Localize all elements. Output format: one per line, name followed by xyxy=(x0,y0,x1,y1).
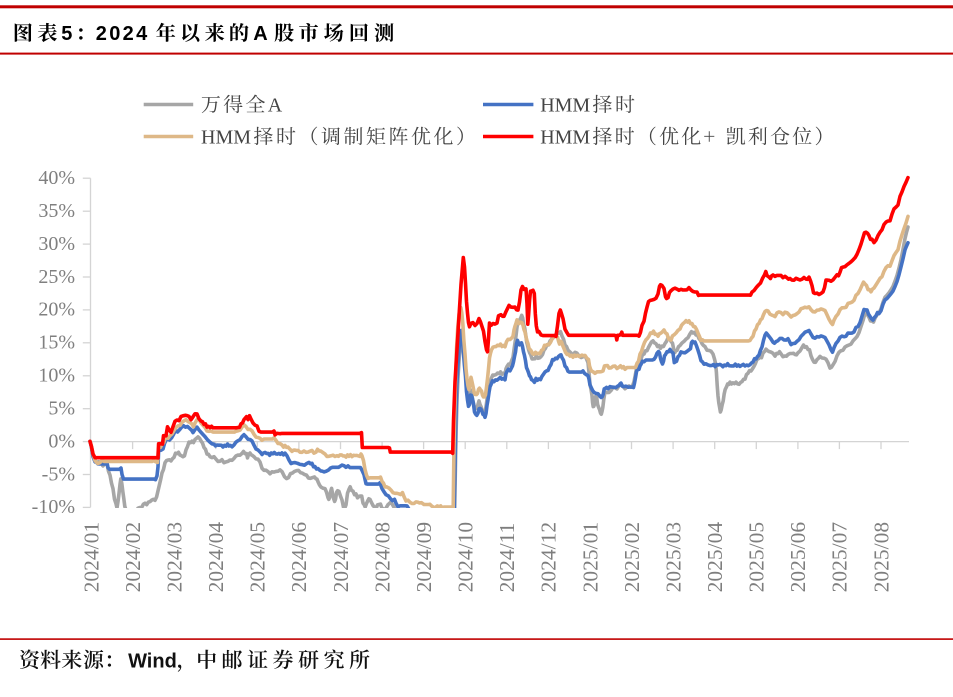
svg-text:2025/06: 2025/06 xyxy=(786,522,810,593)
svg-text:2025/07: 2025/07 xyxy=(828,522,852,593)
svg-text:35%: 35% xyxy=(38,200,75,222)
svg-text:2024/01: 2024/01 xyxy=(79,522,103,592)
svg-text:2025/08: 2025/08 xyxy=(869,522,893,592)
svg-text:2024: 2024 xyxy=(96,23,150,45)
svg-text:2024/06: 2024/06 xyxy=(287,522,311,593)
svg-text:40%: 40% xyxy=(38,167,75,189)
svg-text:HMM: HMM xyxy=(540,127,590,149)
svg-text:2025/04: 2025/04 xyxy=(703,522,727,593)
svg-text:5%: 5% xyxy=(48,398,75,420)
svg-text:-5%: -5% xyxy=(42,463,75,485)
svg-text:2024/08: 2024/08 xyxy=(370,522,394,592)
svg-text:HMM: HMM xyxy=(540,95,590,117)
svg-text:20%: 20% xyxy=(38,299,75,321)
svg-text:2024/05: 2024/05 xyxy=(246,522,270,592)
svg-text:2024/03: 2024/03 xyxy=(163,522,187,592)
svg-text:2024/07: 2024/07 xyxy=(329,522,353,593)
svg-text:2024/10: 2024/10 xyxy=(454,522,478,592)
svg-text:25%: 25% xyxy=(38,266,75,288)
svg-text:2025/02: 2025/02 xyxy=(620,522,644,592)
svg-text:5: 5 xyxy=(61,23,72,45)
svg-text:2024/12: 2024/12 xyxy=(537,522,561,592)
svg-text:30%: 30% xyxy=(38,233,75,255)
svg-text:2025/05: 2025/05 xyxy=(745,522,769,592)
svg-text:A: A xyxy=(253,23,267,45)
svg-text:15%: 15% xyxy=(38,332,75,354)
svg-text:Wind: Wind xyxy=(128,650,177,672)
svg-text:2024/02: 2024/02 xyxy=(121,522,145,592)
svg-text:0%: 0% xyxy=(48,430,75,452)
svg-text:10%: 10% xyxy=(38,365,75,387)
svg-text:HMM: HMM xyxy=(201,127,251,149)
svg-text:2024/04: 2024/04 xyxy=(204,522,228,593)
svg-text:2025/01: 2025/01 xyxy=(578,522,602,592)
svg-text:2025/03: 2025/03 xyxy=(661,522,685,592)
svg-text:2024/09: 2024/09 xyxy=(412,522,436,592)
svg-text:A: A xyxy=(268,95,283,117)
svg-text:2024/11: 2024/11 xyxy=(495,523,519,593)
svg-text:-10%: -10% xyxy=(32,496,75,518)
